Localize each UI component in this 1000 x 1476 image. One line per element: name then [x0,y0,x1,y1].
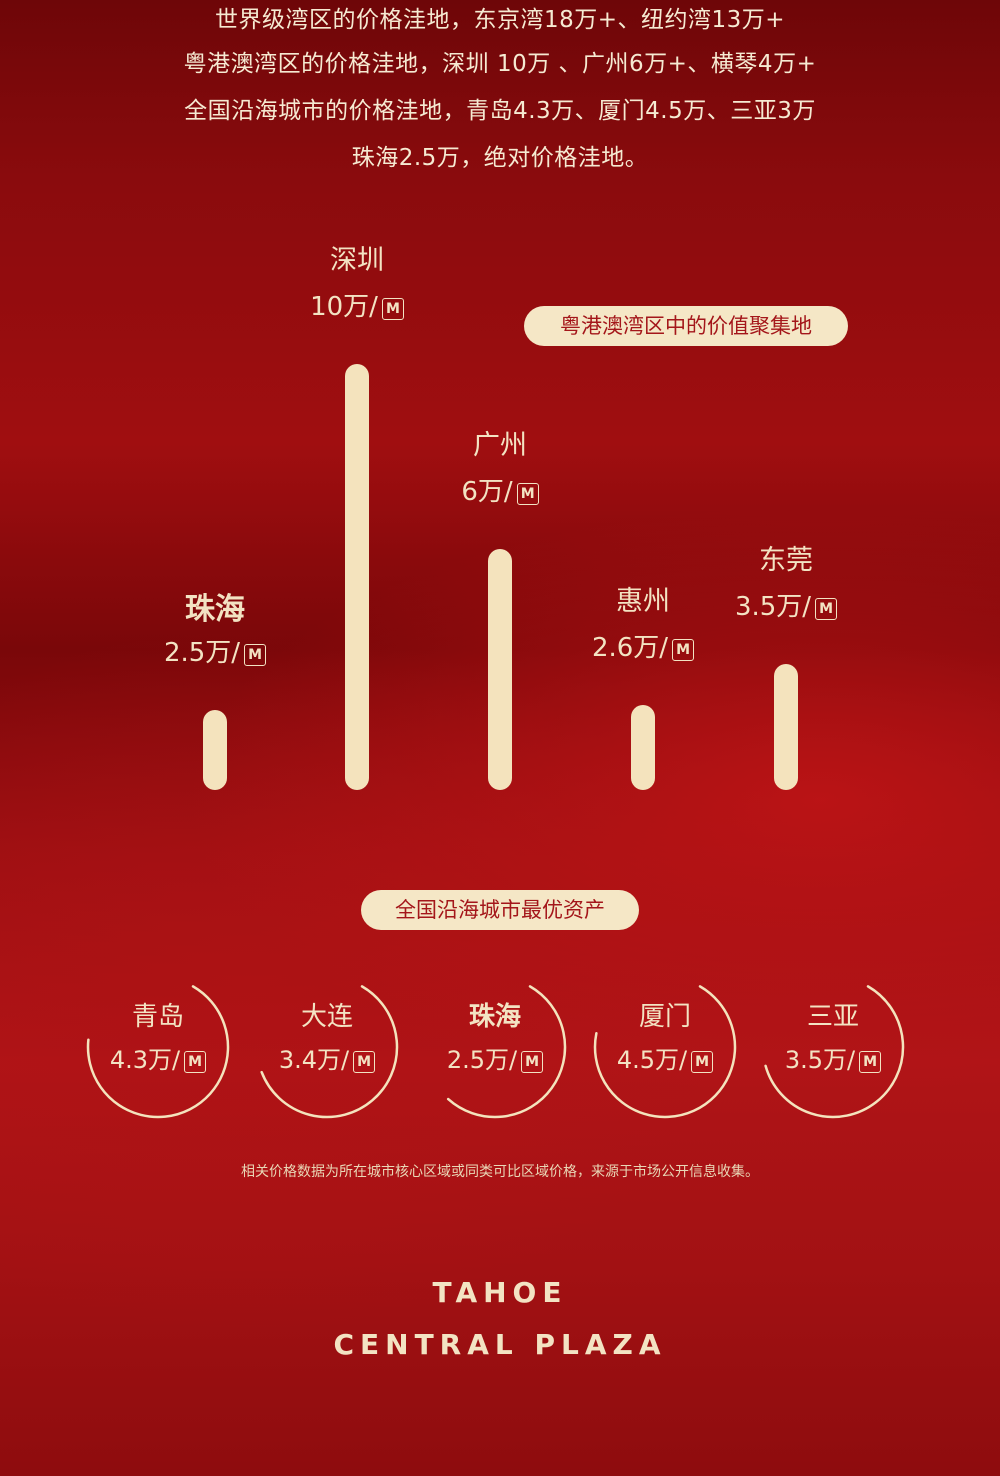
coastal-arc-path [86,985,230,1119]
unit-icon: M [353,1051,376,1073]
coastal-arc-path [593,985,737,1119]
bar-category-label: 东莞 [759,544,813,576]
unit-icon: M [672,639,695,662]
bar-深圳 [345,364,369,790]
bar-value-label: 3.5万/M [676,586,896,623]
bar-value-label: 2.5万/M [105,632,325,669]
coastal-arc-path [260,985,399,1119]
bar-value-label: 10万/M [247,286,467,323]
unit-icon: M [521,1051,544,1073]
coastal-arc [86,985,230,1119]
coastal-city-三亚: 三亚 3.5万/M [758,972,908,1132]
bar-东莞 [774,663,798,790]
bar-category-label: 惠州 [616,586,670,618]
coastal-city-price: 3.5万/M [738,1040,928,1075]
coastal-city-name: 大连 [300,1002,353,1032]
bar-category-label: 深圳 [330,245,384,276]
coastal-arc-path [764,985,905,1119]
brand-line-2: CENTRAL PLAZA [333,1328,667,1361]
coastal-city-name: 厦门 [638,1002,691,1032]
intro-line-2: 粤港澳湾区的价格洼地，深圳 10万 、广州6万+、横琴4万+ [183,51,817,77]
bay-area-pill: 粤港澳湾区中的价值聚集地 [524,306,848,346]
unit-icon: M [691,1051,714,1073]
unit-icon: M [381,298,404,320]
bar-value-label: 6万/M [390,471,610,508]
footnote: 相关价格数据为所在城市核心区域或同类可比区域价格，来源于市场公开信息收集。 [241,1164,759,1180]
coastal-city-name: 青岛 [131,1002,184,1032]
unit-icon: M [815,597,838,620]
coastal-arc [446,985,567,1119]
coastal-city-price: 2.5万/M [400,1040,590,1075]
intro-line-3: 全国沿海城市的价格洼地，青岛4.3万、厦门4.5万、三亚3万 [184,98,816,124]
unit-icon: M [516,482,539,505]
coastal-city-price: 4.5万/M [570,1040,760,1075]
coastal-city-青岛: 青岛 4.3万/M [83,972,233,1132]
bar-广州 [488,548,512,790]
unit-icon: M [184,1051,207,1073]
coastal-city-price: 3.4万/M [232,1040,422,1075]
coastal-arc [764,985,905,1119]
bar-惠州 [631,705,655,790]
intro-line-4: 珠海2.5万，绝对价格洼地。 [351,145,649,171]
bar-value-label: 2.6万/M [533,627,753,664]
coastal-city-珠海: 珠海 2.5万/M [420,972,570,1132]
bar-category-label: 广州 [473,429,527,461]
coastal-city-name: 珠海 [468,1002,521,1032]
coastal-pill: 全国沿海城市最优资产 [361,890,639,930]
coastal-city-厦门: 厦门 4.5万/M [590,972,740,1132]
coastal-arc-path [446,985,567,1119]
brand-line-1: TAHOE [432,1276,568,1309]
unit-icon: M [859,1051,882,1073]
coastal-city-name: 三亚 [806,1002,859,1032]
coastal-city-大连: 大连 3.4万/M [252,972,402,1132]
coastal-city-price: 4.3万/M [63,1040,253,1075]
unit-icon: M [244,644,267,666]
coastal-arc [593,985,737,1119]
coastal-arc [260,985,399,1119]
bar-珠海 [203,710,227,790]
bar-category-label: 珠海 [185,592,245,627]
intro-line-1: 世界级湾区的价格洼地，东京湾18万+、纽约湾13万+ [214,7,786,33]
